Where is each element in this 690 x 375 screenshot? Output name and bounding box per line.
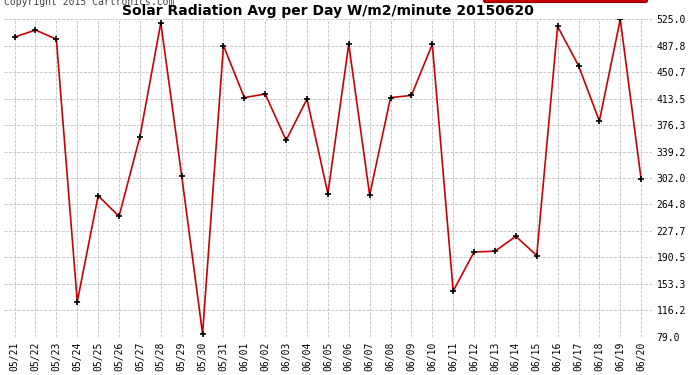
Legend: Radiation  (W/m2/Minute): Radiation (W/m2/Minute) [484,0,647,2]
Text: Copyright 2015 Cartronics.com: Copyright 2015 Cartronics.com [4,0,175,7]
Title: Solar Radiation Avg per Day W/m2/minute 20150620: Solar Radiation Avg per Day W/m2/minute … [122,4,534,18]
